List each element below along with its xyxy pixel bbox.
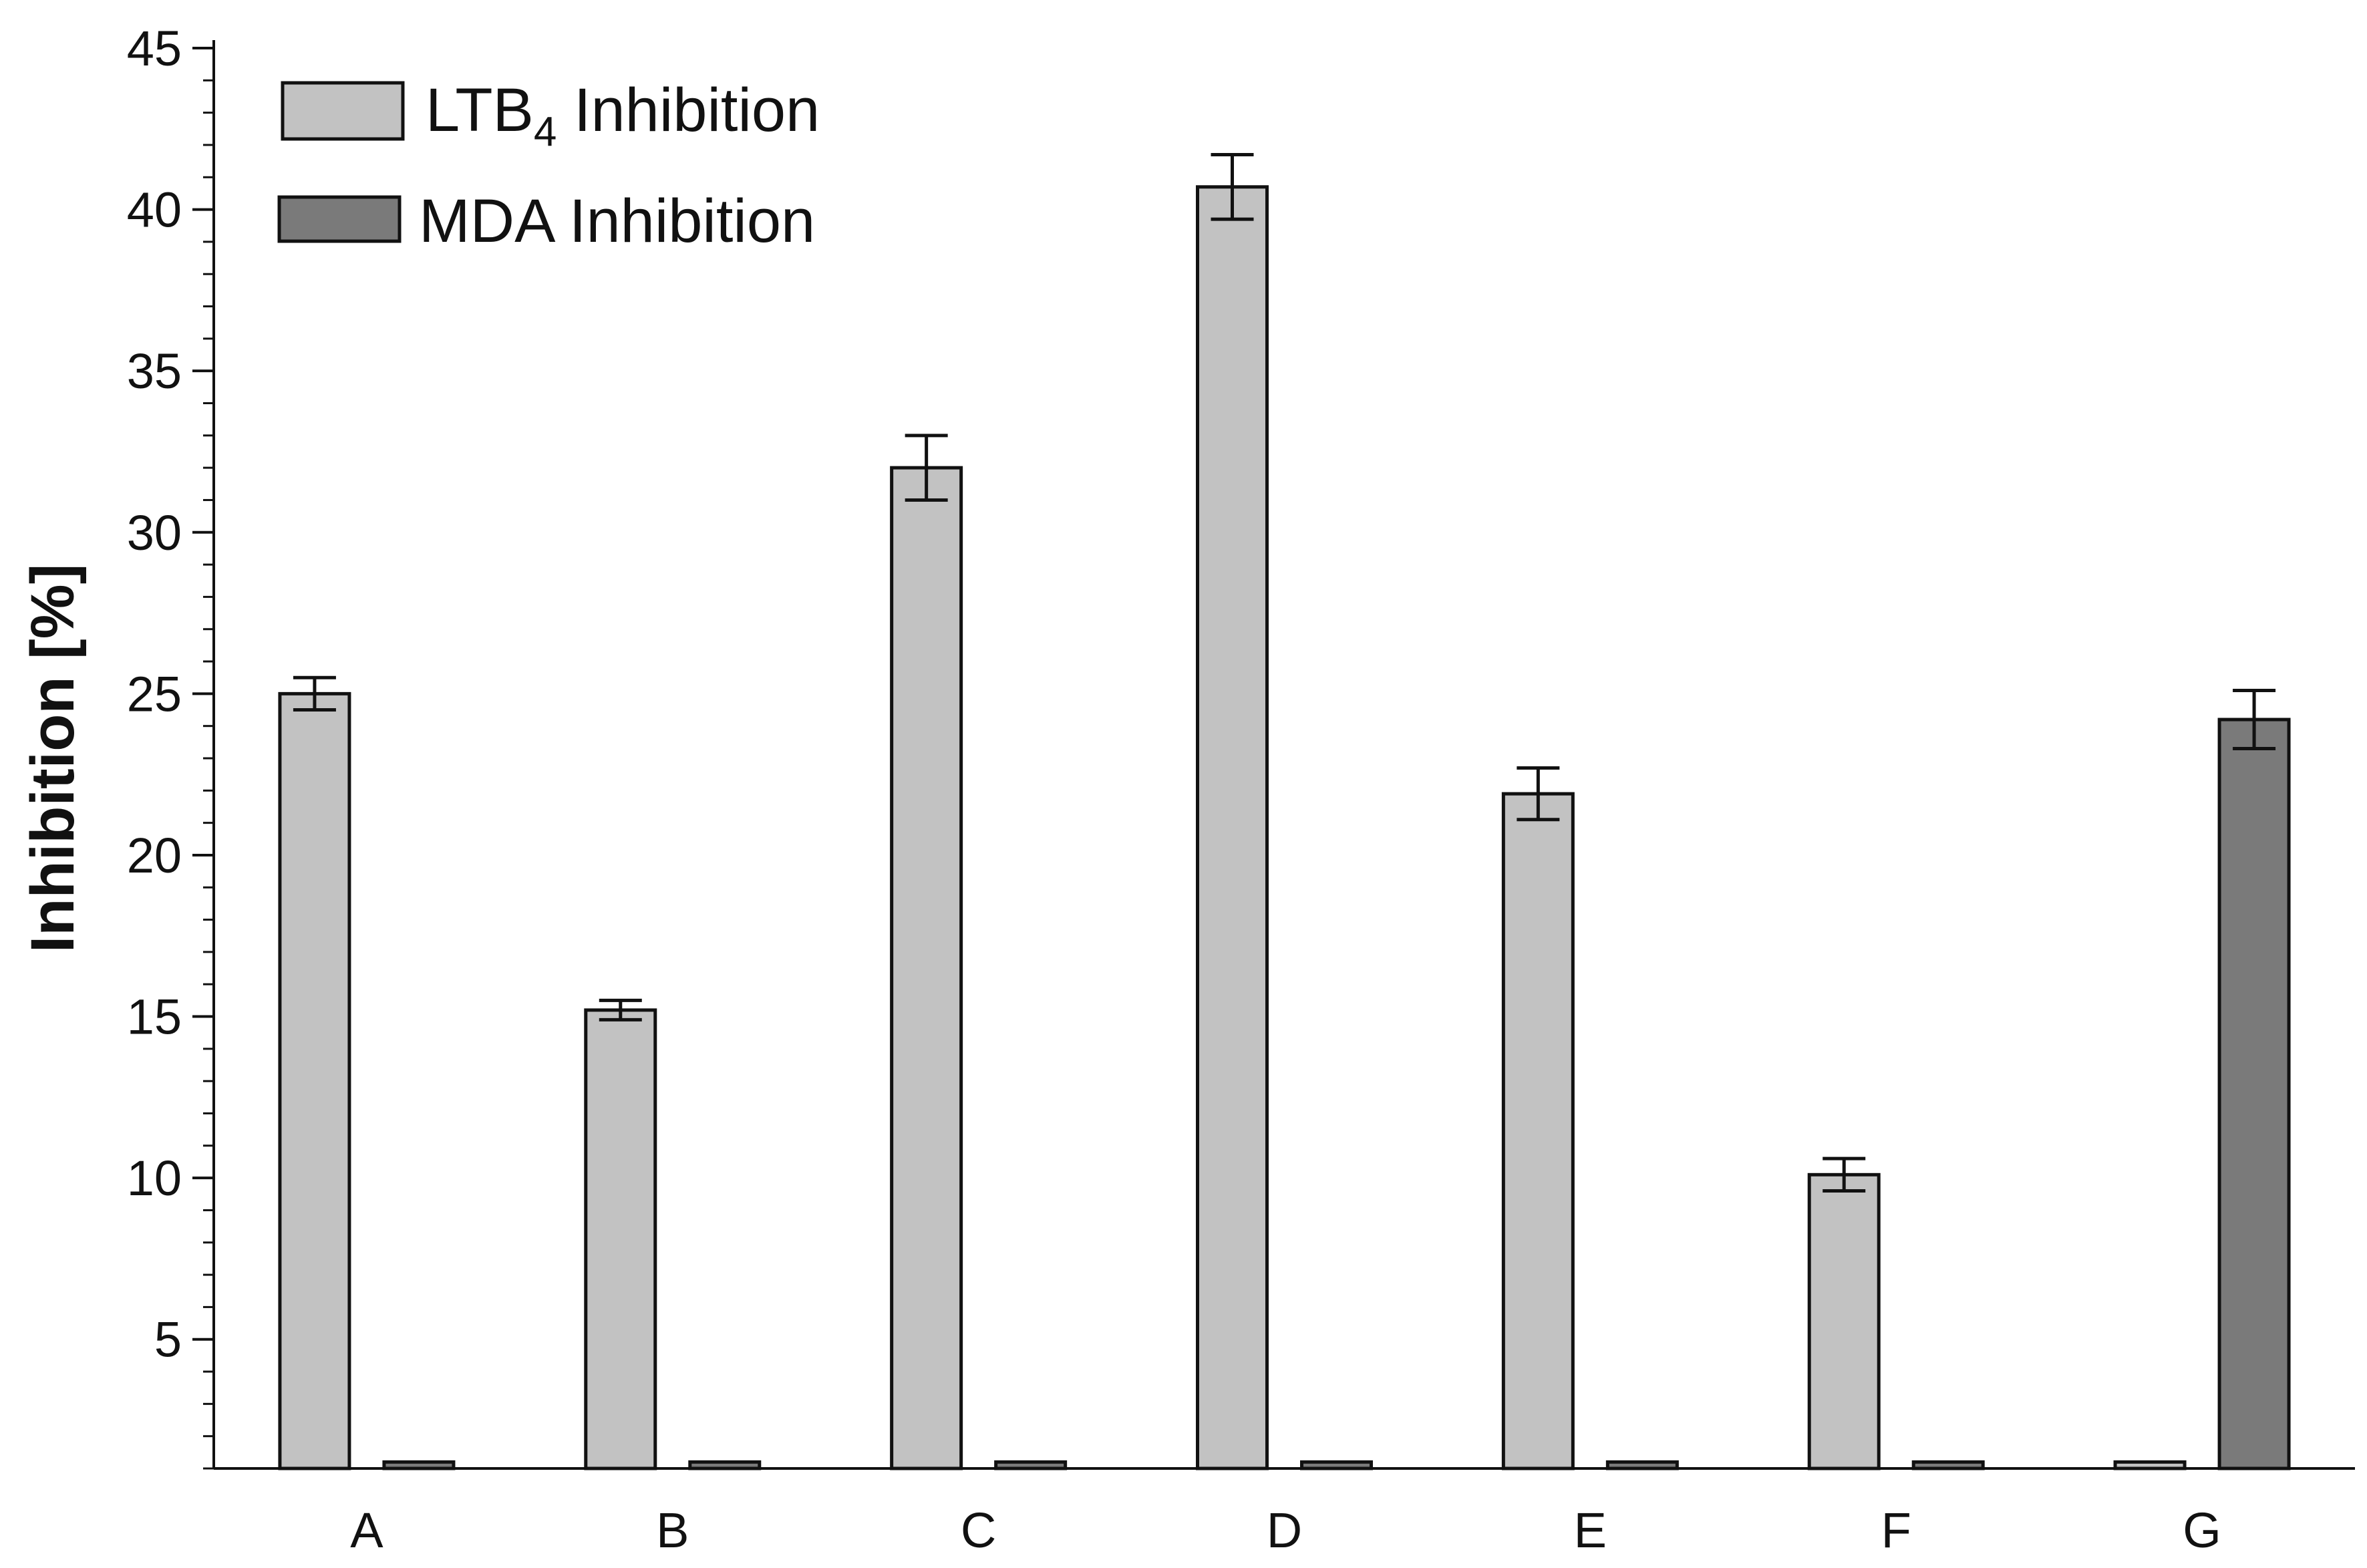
error-bars: [293, 152, 2276, 1193]
bar-mda-f: [1911, 1460, 1985, 1470]
bar-mda-b: [688, 1460, 762, 1470]
bar-ltb4-b: [584, 1008, 657, 1470]
bar-mda-d: [1300, 1460, 1373, 1470]
y-tick-label: 45: [127, 21, 182, 76]
bar-ltb4-e: [1501, 792, 1575, 1470]
legend-label-ltb4-subscript: 4: [534, 109, 557, 155]
bar-mda-a: [382, 1460, 456, 1470]
y-axis-title: Inhibition [%]: [19, 564, 87, 953]
legend-label-mda: MDA Inhibition: [419, 187, 815, 255]
y-tick-label: 10: [127, 1150, 182, 1206]
axis-labels: 5 10 15 20 25 30 35 40 45 Inhibition [%] A B C D E F G: [19, 21, 2221, 1558]
x-tick-label: B: [656, 1503, 689, 1558]
x-tick-label: G: [2183, 1503, 2221, 1558]
x-tick-label: A: [350, 1503, 383, 1558]
y-tick-label: 15: [127, 989, 182, 1045]
bar-mda-g: [2217, 718, 2291, 1470]
x-tick-label: F: [1881, 1503, 1911, 1558]
legend-label-ltb4-rest: Inhibition: [557, 76, 820, 144]
legend-swatch-ltb4: [281, 81, 405, 141]
bar-ltb4-g: [2113, 1460, 2187, 1470]
y-tick-label: 20: [127, 828, 182, 883]
bar-ltb4-c: [890, 466, 963, 1470]
bars: [278, 185, 2291, 1470]
axes: [192, 40, 2355, 1470]
legend-label-ltb4-main: LTB: [426, 76, 534, 144]
bar-mda-c: [994, 1460, 1068, 1470]
legend-swatch-mda: [277, 195, 402, 243]
y-tick-label: 30: [127, 505, 182, 561]
y-tick-label: 5: [154, 1312, 182, 1368]
legend: LTB4 Inhibition MDA Inhibition: [277, 76, 820, 255]
y-tick-label: 40: [127, 182, 182, 238]
bar-ltb4-d: [1196, 185, 1269, 1470]
legend-label-ltb4: LTB4 Inhibition: [426, 76, 820, 155]
y-tick-label: 25: [127, 666, 182, 722]
bar-ltb4-a: [278, 691, 351, 1470]
x-tick-label: C: [961, 1503, 996, 1558]
x-tick-label: E: [1574, 1503, 1607, 1558]
y-tick-label: 35: [127, 343, 182, 399]
bar-mda-e: [1605, 1460, 1679, 1470]
x-tick-label: D: [1267, 1503, 1302, 1558]
bar-ltb4-f: [1807, 1172, 1881, 1470]
